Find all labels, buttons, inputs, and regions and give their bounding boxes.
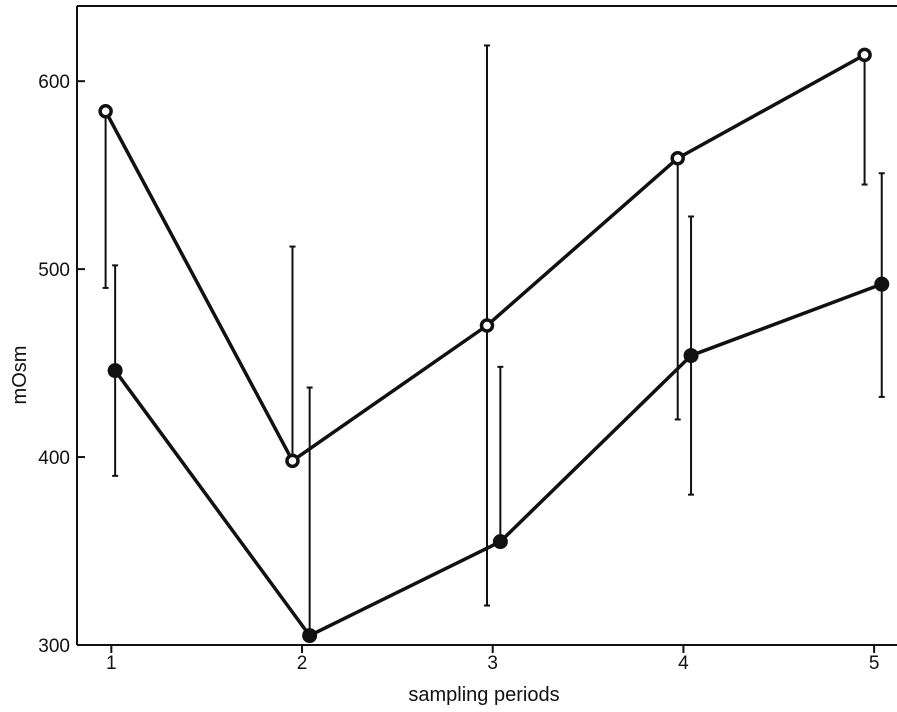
y-tick-label: 600 <box>38 72 70 93</box>
x-tick-label: 5 <box>869 653 880 674</box>
x-tick-label: 1 <box>106 653 117 674</box>
axes: 300 400 500 600 1 2 3 4 5 <box>38 5 897 674</box>
open-circle-point <box>479 318 495 333</box>
filled-circle-point <box>683 348 699 364</box>
filled-circle-point <box>874 276 890 292</box>
x-axis-label: sampling periods <box>408 684 559 706</box>
error-bars <box>102 44 885 636</box>
x-tick-label: 2 <box>297 653 308 674</box>
series-line-1 <box>104 53 866 463</box>
y-axis-label: mOsm <box>9 346 31 405</box>
series-line-2 <box>113 282 883 638</box>
x-tick-label: 4 <box>678 653 689 674</box>
open-circle-point <box>857 47 872 63</box>
y-tick-label: 400 <box>38 448 70 469</box>
y-tick-label: 300 <box>38 636 70 657</box>
open-circle-point <box>285 453 300 469</box>
axis-labels: sampling periods mOsm <box>9 346 560 706</box>
open-circle-point <box>670 150 685 166</box>
x-tick-label: 3 <box>487 653 498 674</box>
y-tick-label: 500 <box>38 260 70 281</box>
filled-circle-point <box>107 363 123 379</box>
filled-circle-point <box>492 534 508 550</box>
filled-circle-point <box>302 628 318 644</box>
series-markers <box>98 47 890 644</box>
series-lines <box>104 53 883 638</box>
open-circle-point <box>98 103 113 119</box>
